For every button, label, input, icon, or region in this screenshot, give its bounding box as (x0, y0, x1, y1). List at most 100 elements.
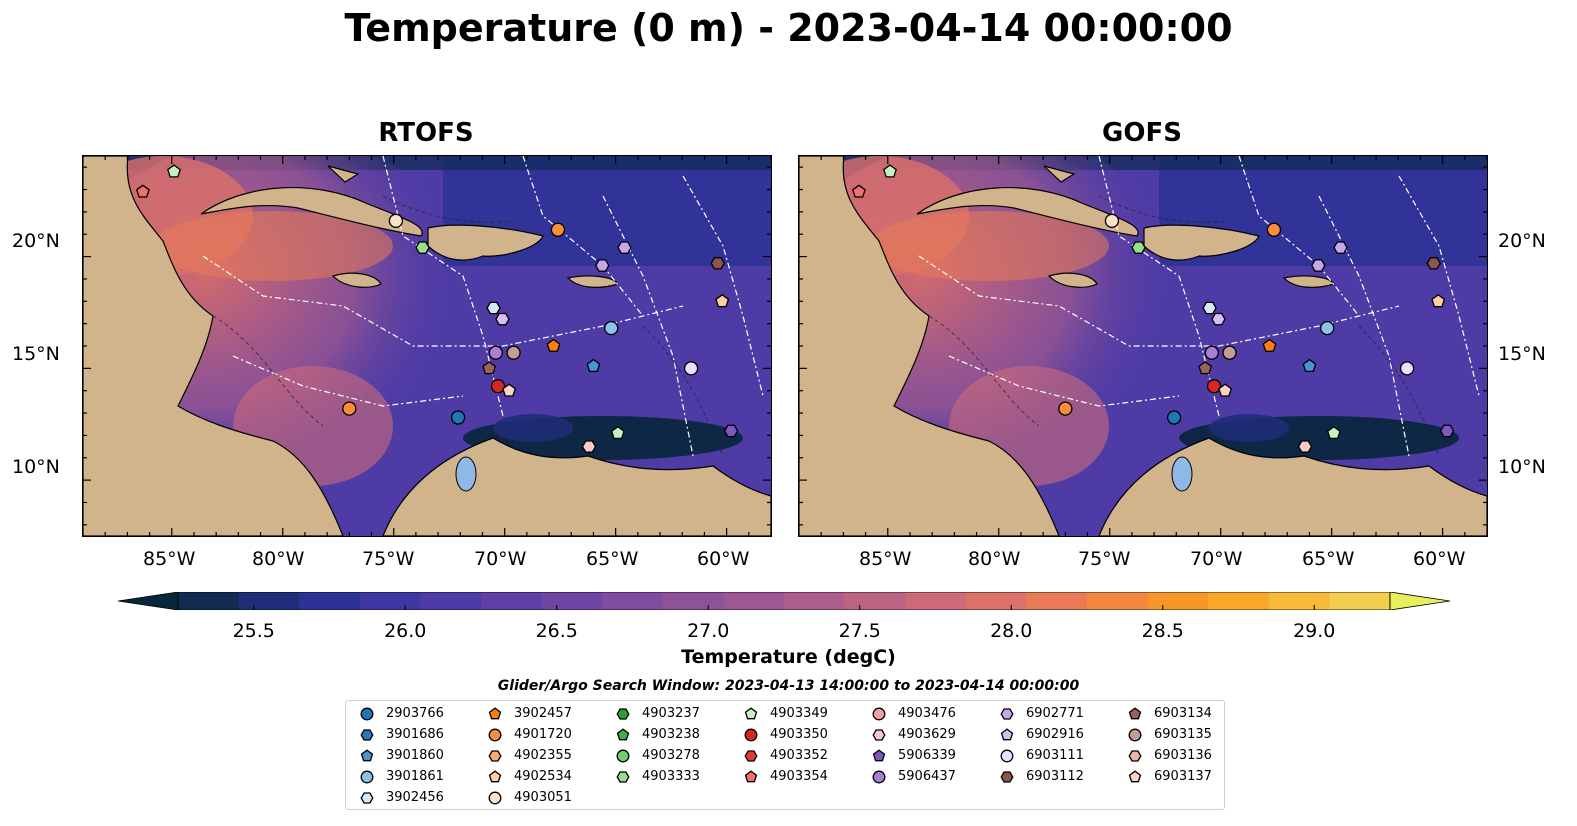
legend-item-label: 5906437 (898, 769, 956, 784)
pentagon-marker-icon (744, 770, 758, 783)
colorbar-tick-label: 26.5 (535, 620, 578, 642)
float-marker[interactable] (617, 241, 632, 254)
float-marker[interactable] (415, 241, 430, 254)
colorbar-label: Temperature (degC) (681, 646, 896, 668)
lon-label-80w-left: 80°W (252, 548, 305, 570)
float-marker[interactable] (1320, 320, 1335, 336)
float-marker[interactable] (1297, 440, 1313, 453)
float-marker[interactable] (1222, 345, 1237, 360)
hexagon-marker-icon (488, 750, 502, 762)
float-marker[interactable] (1166, 410, 1182, 425)
float-marker[interactable] (851, 184, 866, 198)
float-marker[interactable] (482, 361, 497, 375)
float-marker[interactable] (1302, 358, 1317, 373)
float-marker[interactable] (550, 222, 566, 237)
float-marker[interactable] (1426, 257, 1441, 270)
legend-item-label: 6902771 (1026, 706, 1084, 721)
legend-item-label: 4903333 (642, 769, 700, 784)
float-marker[interactable] (1399, 361, 1415, 376)
map-panel-gofs[interactable] (798, 155, 1488, 537)
float-marker[interactable] (1262, 338, 1277, 352)
float-marker[interactable] (135, 184, 150, 198)
legend-item-label: 4903051 (514, 790, 572, 805)
lon-label-85w-left: 85°W (143, 548, 196, 570)
legend-item-label: 4901720 (514, 727, 572, 742)
hexagon-marker-icon (1128, 750, 1142, 762)
circle-marker-icon (488, 728, 502, 742)
legend-item-label: 3902457 (514, 706, 572, 721)
legend-item-label: 6903137 (1154, 769, 1212, 784)
legend-item-label: 3901860 (386, 748, 444, 763)
float-marker[interactable] (586, 358, 601, 373)
legend-item-label: 4903237 (642, 706, 700, 721)
pentagon-marker-icon (1128, 707, 1142, 720)
float-marker[interactable] (604, 320, 619, 336)
float-marker[interactable] (502, 383, 517, 397)
float-marker[interactable] (715, 293, 730, 308)
float-marker[interactable] (1131, 241, 1146, 254)
float-marker[interactable] (488, 345, 503, 360)
lon-label-75w-left: 75°W (362, 548, 415, 570)
float-marker[interactable] (1058, 401, 1073, 416)
hexagon-marker-icon (360, 792, 374, 804)
float-marker[interactable] (595, 259, 610, 272)
float-marker[interactable] (883, 164, 897, 178)
hexagon-marker-icon (360, 729, 374, 741)
lat-label-10n-left: 10°N (12, 456, 60, 478)
lon-label-60w-right: 60°W (1413, 548, 1466, 570)
float-marker[interactable] (490, 379, 506, 394)
float-marker[interactable] (581, 440, 597, 453)
float-marker[interactable] (723, 424, 739, 438)
float-marker[interactable] (1211, 312, 1226, 326)
lon-label-80w-right: 80°W (968, 548, 1021, 570)
float-marker[interactable] (1204, 345, 1219, 360)
float-marker[interactable] (495, 312, 510, 326)
figure-title: Temperature (0 m) - 2023-04-14 00:00:00 (344, 6, 1233, 50)
float-marker[interactable] (388, 213, 404, 228)
circle-marker-icon (1000, 749, 1014, 763)
colorbar-tick-label: 26.0 (384, 620, 427, 642)
circle-marker-icon (488, 791, 502, 805)
float-marker[interactable] (1333, 241, 1348, 254)
float-marker[interactable] (683, 361, 699, 376)
lon-label-65w-right: 65°W (1302, 548, 1355, 570)
map-panel-rtofs[interactable] (82, 155, 772, 537)
float-marker[interactable] (710, 257, 725, 270)
legend-item-label: 5906339 (898, 748, 956, 763)
legend-item-label: 4903354 (770, 769, 828, 784)
float-marker[interactable] (1206, 379, 1222, 394)
legend-item-label: 4903278 (642, 748, 700, 763)
circle-marker-icon (360, 770, 374, 784)
legend-item-label: 6903111 (1026, 748, 1084, 763)
float-marker[interactable] (1439, 424, 1455, 438)
circle-marker-icon (616, 749, 630, 763)
float-marker[interactable] (610, 425, 625, 440)
lat-label-15n-left: 15°N (12, 343, 60, 365)
float-marker[interactable] (342, 401, 357, 416)
float-marker[interactable] (506, 345, 521, 360)
hexagon-marker-icon (1000, 708, 1014, 720)
float-marker[interactable] (1266, 222, 1282, 237)
hexagon-marker-icon (1000, 771, 1014, 783)
float-marker[interactable] (1311, 259, 1326, 272)
float-marker[interactable] (1104, 213, 1120, 228)
legend-item-label: 6903136 (1154, 748, 1212, 763)
float-marker[interactable] (546, 338, 561, 352)
pentagon-marker-icon (488, 707, 502, 720)
float-marker[interactable] (1326, 425, 1341, 440)
legend-item-label: 4903629 (898, 727, 956, 742)
float-marker[interactable] (1431, 293, 1446, 308)
float-marker[interactable] (1218, 383, 1233, 397)
legend-item-label: 4902355 (514, 748, 572, 763)
lat-label-10n-right: 10°N (1498, 456, 1546, 478)
float-marker[interactable] (450, 410, 466, 425)
legend-item-label: 6903112 (1026, 769, 1084, 784)
hexagon-marker-icon (616, 708, 630, 720)
float-marker[interactable] (1198, 361, 1213, 375)
circle-marker-icon (872, 770, 886, 784)
float-marker[interactable] (486, 301, 501, 315)
lat-label-15n-right: 15°N (1498, 343, 1546, 365)
float-marker[interactable] (1202, 301, 1217, 315)
panel-title-rtofs: RTOFS (378, 118, 474, 148)
float-marker[interactable] (167, 164, 181, 178)
